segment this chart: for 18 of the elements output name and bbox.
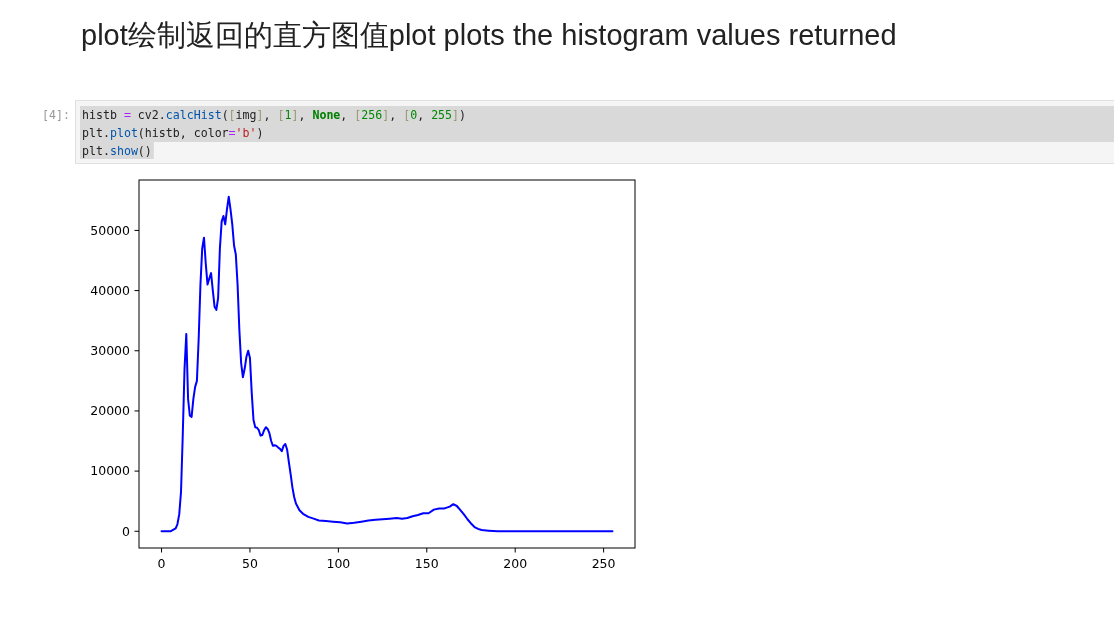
x-tick-label: 200 xyxy=(503,556,528,571)
x-tick-label: 250 xyxy=(591,556,616,571)
text: histb = cv2.calcHist([img], [1], None, [256], [0, 255]) xyxy=(82,107,467,122)
x-tick-label: 150 xyxy=(414,556,439,571)
x-tick-label: 0 xyxy=(157,556,166,571)
text: plt.plot(histb, color='b') xyxy=(82,125,264,140)
x-tick-label: 100 xyxy=(326,556,351,571)
text: [4]: xyxy=(42,107,70,122)
y-tick-label: 30000 xyxy=(90,343,131,359)
line-series xyxy=(160,195,614,533)
y-tick-label: 20000 xyxy=(90,403,131,419)
y-tick-label: 10000 xyxy=(90,463,131,479)
y-tick-label: 0 xyxy=(122,523,131,539)
chart-title: plot绘制返回的直方图值plot plots the histogram values returned xyxy=(81,19,897,51)
y-tick-label: 40000 xyxy=(90,282,131,298)
x-tick-label: 50 xyxy=(242,556,258,571)
text: plt.show() xyxy=(82,143,152,158)
y-tick-label: 50000 xyxy=(90,222,131,238)
